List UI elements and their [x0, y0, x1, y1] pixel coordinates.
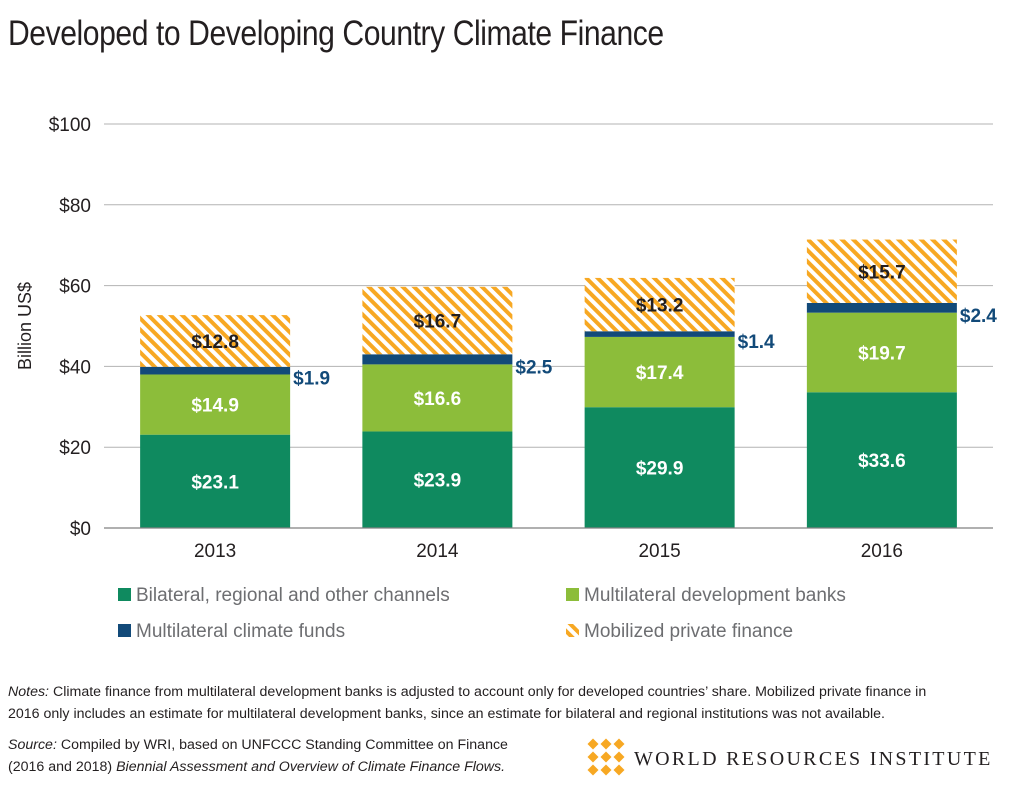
y-tick-label: $80 — [59, 196, 91, 217]
legend-swatch-2 — [118, 624, 131, 637]
data-label-2014-0: $23.9 — [414, 471, 462, 492]
wri-logo: WORLD RESOURCES INSTITUTE — [587, 738, 1019, 782]
bar-segment-2015-1 — [584, 336, 735, 408]
data-label-2016-3: $15.7 — [858, 262, 906, 283]
bar-segment-2014-0 — [362, 431, 513, 528]
logo-diamond — [587, 764, 599, 776]
data-label-2013-2: $1.9 — [293, 369, 330, 390]
data-label-2013-3: $12.8 — [191, 332, 239, 353]
logo-text: WORLD RESOURCES INSTITUTE — [634, 748, 993, 770]
bar-segment-2014-1 — [362, 364, 513, 432]
logo-diamond — [587, 738, 599, 750]
source-label: Source: — [8, 737, 57, 753]
legend-label-3: Mobilized private finance — [584, 621, 793, 642]
notes: Notes: Climate finance from multilateral… — [8, 681, 1018, 725]
logo-diamond — [613, 751, 625, 763]
data-labels: $23.1 $14.9 $1.9 $12.8 $23.9 $16.6 $2.5 $16.7 $2… — [191, 262, 997, 493]
data-label-2016-0: $33.6 — [858, 451, 906, 472]
y-tick-label: $0 — [70, 519, 91, 540]
wri-diamond-grid-icon — [587, 738, 625, 776]
data-label-2016-1: $19.7 — [858, 343, 906, 364]
data-label-2014-2: $2.5 — [515, 357, 552, 378]
logo-diamond — [600, 751, 612, 763]
bar-segment-2016-1 — [806, 312, 957, 393]
bar-segment-2013-2 — [140, 366, 291, 375]
logo-diamond — [613, 738, 625, 750]
bar-segment-2015-2 — [584, 331, 735, 337]
legend-label-1: Multilateral development banks — [584, 585, 846, 606]
legend-swatch-3 — [566, 624, 579, 637]
bar-segment-2013-0 — [140, 434, 291, 528]
stacked-bar-chart: $23.1 $14.9 $1.9 $12.8 $23.9 $16.6 $2.5 $16.7 $2… — [15, 115, 997, 642]
bar-segment-2014-2 — [362, 354, 513, 365]
notes-line-2: 2016 only includes an estimate for multi… — [8, 706, 885, 722]
x-tick-label-2015: 2015 — [638, 541, 680, 562]
data-label-2015-2: $1.4 — [738, 332, 775, 353]
legend-swatch-1 — [566, 588, 579, 601]
bar-segment-2015-3 — [584, 277, 735, 332]
legend-label-0: Bilateral, regional and other channels — [136, 585, 450, 606]
logo-diamond — [600, 738, 612, 750]
data-label-2013-0: $23.1 — [191, 472, 239, 493]
bar-segment-2013-3 — [140, 315, 291, 367]
y-tick-label: $40 — [59, 357, 91, 378]
data-label-2013-1: $14.9 — [191, 396, 239, 417]
data-label-2015-0: $29.9 — [636, 459, 684, 480]
page-title: Developed to Developing Country Climate … — [8, 14, 664, 53]
legend: Bilateral, regional and other channels Mu… — [118, 585, 846, 642]
source-line-2: (2016 and 2018) — [8, 759, 117, 775]
bar-segment-2016-2 — [806, 302, 957, 313]
legend-label-2: Multilateral climate funds — [136, 621, 345, 642]
data-label-2014-1: $16.6 — [414, 389, 462, 410]
bar-segment-2013-1 — [140, 374, 291, 435]
y-tick-label: $100 — [49, 115, 91, 136]
logo-diamond — [600, 764, 612, 776]
data-label-2014-3: $16.7 — [414, 312, 462, 333]
logo-diamond — [613, 764, 625, 776]
notes-line-1: Climate finance from multilateral develo… — [49, 684, 927, 700]
logo-diamond — [587, 751, 599, 763]
y-tick-label: $20 — [59, 438, 91, 459]
x-tick-label-2014: 2014 — [416, 541, 459, 562]
bar-segment-2016-3 — [806, 239, 957, 303]
source-line-1: Compiled by WRI, based on UNFCCC Standin… — [56, 737, 508, 753]
data-label-2016-2: $2.4 — [960, 306, 997, 327]
data-label-2015-3: $13.2 — [636, 296, 684, 317]
source-citation: Source: Compiled by WRI, based on UNFCCC… — [8, 734, 568, 778]
data-label-2015-1: $17.4 — [636, 363, 684, 384]
notes-label: Notes: — [8, 684, 50, 700]
axes: $0 $20 $40 $60 $80 $100 Billion US$ 2013 2014 201… — [15, 115, 993, 562]
y-tick-label: $60 — [59, 277, 91, 298]
legend-swatch-0 — [118, 588, 131, 601]
y-axis-title: Billion US$ — [15, 282, 35, 370]
bar-segment-2015-0 — [584, 407, 735, 528]
x-tick-label-2013: 2013 — [194, 541, 236, 562]
bar-segment-2014-3 — [362, 286, 513, 355]
source-publication-title: Biennial Assessment and Overview of Clim… — [116, 759, 506, 775]
x-tick-label-2016: 2016 — [861, 541, 903, 562]
bars — [140, 239, 957, 528]
bar-segment-2016-0 — [806, 392, 957, 528]
